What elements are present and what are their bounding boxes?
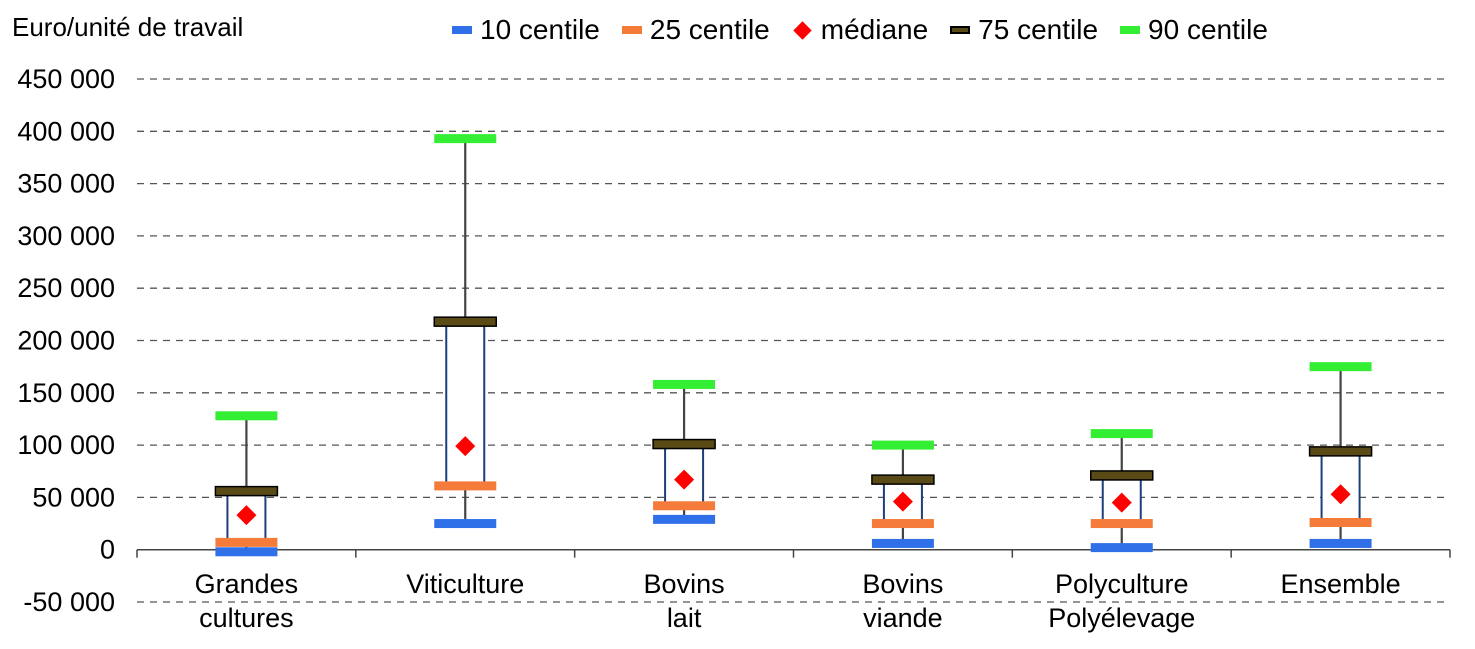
marker-p90 xyxy=(653,379,716,389)
y-tick-label: 0 xyxy=(100,535,115,565)
iqr-box xyxy=(226,490,267,544)
category-label: Ensemble xyxy=(1281,569,1401,599)
marker-median xyxy=(892,491,913,512)
legend-item: médiane xyxy=(792,14,928,46)
category-label: Viticulture xyxy=(406,569,524,599)
marker-p75 xyxy=(433,316,497,327)
marker-p10 xyxy=(215,547,278,557)
y-tick-label: 400 000 xyxy=(17,116,115,146)
legend-label: 90 centile xyxy=(1148,14,1268,45)
legend: 10 centile 25 centile médiane 75 centile 90 … xyxy=(452,14,1290,46)
category-label: lait xyxy=(667,603,702,633)
legend-label: 25 centile xyxy=(649,14,770,45)
marker-median xyxy=(1111,492,1132,513)
marker-p10 xyxy=(434,519,497,529)
marker-median xyxy=(236,505,257,526)
y-tick-label: 150 000 xyxy=(17,378,115,408)
marker-p90 xyxy=(871,440,934,450)
y-tick-label: 450 000 xyxy=(17,64,115,94)
marker-p10 xyxy=(653,514,716,524)
marker-p25 xyxy=(1090,519,1153,529)
legend-item: 75 centile xyxy=(950,14,1098,46)
marker-p90 xyxy=(1090,429,1153,439)
y-axis-label: Euro/unité de travail xyxy=(12,12,244,42)
marker-p90 xyxy=(434,134,497,144)
marker-p90 xyxy=(1309,362,1372,372)
legend-item: 90 centile xyxy=(1120,14,1268,46)
category-label: Bovins xyxy=(862,569,943,599)
marker-p75 xyxy=(214,485,279,497)
legend-swatch xyxy=(950,26,971,34)
marker-p75 xyxy=(652,438,716,450)
marker-p75 xyxy=(871,474,935,485)
marker-p25 xyxy=(653,501,716,511)
marker-median xyxy=(1330,484,1351,505)
legend-swatch xyxy=(1120,26,1141,34)
legend-item: 10 centile xyxy=(452,14,600,46)
marker-p75 xyxy=(1090,470,1154,481)
legend-swatch xyxy=(621,26,642,34)
y-tick-label: 50 000 xyxy=(32,482,115,512)
marker-p75 xyxy=(1308,446,1373,457)
legend-label: médiane xyxy=(820,14,929,45)
y-tick-label: -50 000 xyxy=(23,587,115,617)
marker-median xyxy=(455,436,476,457)
legend-label: 10 centile xyxy=(480,14,600,45)
legend-label: 75 centile xyxy=(978,14,1099,45)
y-tick-label: 100 000 xyxy=(17,430,115,460)
marker-p90 xyxy=(215,411,278,421)
legend-item: 25 centile xyxy=(621,14,770,46)
y-tick-label: 250 000 xyxy=(17,273,115,303)
legend-swatch xyxy=(452,26,472,34)
marker-p10 xyxy=(871,538,934,548)
marker-p25 xyxy=(215,537,278,547)
y-tick-label: 200 000 xyxy=(17,326,115,356)
category-label: Polyculture xyxy=(1055,569,1189,599)
category-label: Bovins xyxy=(644,569,725,599)
category-label: cultures xyxy=(199,603,294,633)
marker-p10 xyxy=(1309,538,1372,548)
marker-p25 xyxy=(434,481,497,491)
marker-p25 xyxy=(871,519,934,529)
category-label: viande xyxy=(863,603,943,633)
y-tick-label: 350 000 xyxy=(17,169,115,199)
marker-median xyxy=(674,469,695,490)
iqr-box xyxy=(445,320,486,487)
category-label: Polyélevage xyxy=(1048,603,1195,633)
marker-p10 xyxy=(1090,543,1153,553)
category-label: Grandes xyxy=(195,569,299,599)
y-tick-label: 300 000 xyxy=(17,221,115,251)
marker-p25 xyxy=(1309,518,1372,528)
